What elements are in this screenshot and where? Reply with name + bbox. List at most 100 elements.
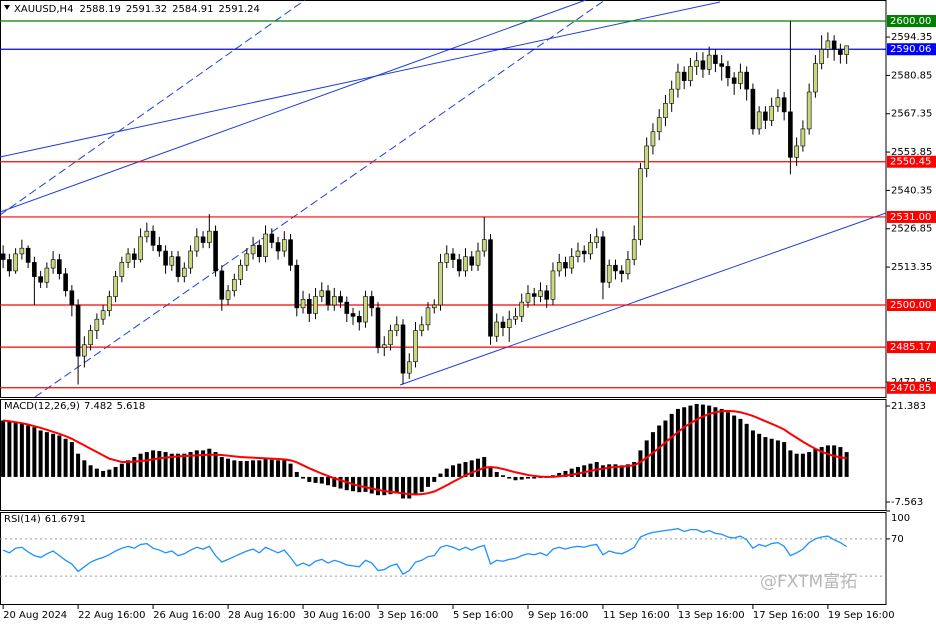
macd-bar: [126, 460, 131, 477]
candle-body: [419, 324, 425, 331]
macd-bar: [82, 460, 87, 477]
macd-bar: [251, 460, 256, 477]
trend-line: [0, 0, 587, 213]
macd-bar: [282, 460, 287, 477]
candle-body: [413, 330, 418, 363]
signal-line: [3, 409, 847, 496]
macd-bar: [719, 408, 724, 477]
macd-bar: [838, 447, 843, 477]
candle-body: [344, 301, 350, 314]
level-label-bg: [887, 298, 936, 311]
macd-bar: [19, 423, 24, 477]
macd-bar: [632, 461, 637, 477]
macd-bar: [494, 471, 499, 477]
y-tick-label: 100: [891, 513, 910, 524]
macd-bar: [338, 476, 343, 489]
macd-bar: [694, 403, 699, 477]
candle-body: [469, 256, 475, 266]
macd-bar: [438, 473, 443, 477]
trend-line: [34, 0, 606, 398]
macd-bar: [7, 420, 12, 477]
macd-bar: [163, 452, 168, 477]
macd-bar: [532, 476, 537, 479]
level-label-bg: [887, 210, 936, 223]
pane-frames: [0, 0, 887, 605]
macd-bar: [700, 404, 705, 477]
y-tick-label: 2580.85: [891, 70, 932, 81]
level-label-bg: [887, 381, 936, 394]
candle-body: [450, 253, 456, 260]
macd-bar: [376, 476, 381, 496]
y-tick-label: 70: [891, 534, 904, 545]
candle-body: [350, 313, 356, 317]
y-tick-label: 2540.35: [891, 185, 932, 196]
macd-bar: [132, 457, 137, 477]
macd-bar: [76, 453, 81, 477]
macd-bar: [763, 437, 768, 477]
macd-bar: [213, 452, 218, 477]
candle-body: [744, 71, 749, 90]
candle-body: [650, 131, 656, 147]
trend-lines: [0, 0, 887, 398]
candle-body: [831, 40, 837, 50]
level-label: 2531.00: [890, 212, 931, 223]
macd-bar: [757, 433, 762, 477]
macd-bar: [788, 450, 793, 477]
candle-body: [406, 361, 412, 374]
macd-bar: [232, 460, 237, 477]
candle-body: [207, 230, 212, 243]
macd-bar: [26, 425, 31, 477]
watermark: @FXTM富拓: [760, 572, 857, 592]
candle-body: [575, 250, 581, 258]
macd-bar: [819, 447, 824, 477]
candle-body: [269, 233, 275, 243]
macd-bar: [782, 442, 787, 477]
macd-bar: [157, 451, 162, 477]
macd-bar: [326, 476, 331, 486]
macd-value: 7.482: [84, 401, 113, 412]
macd-bar: [507, 476, 512, 479]
macd-bar: [575, 466, 580, 477]
macd-bar: [182, 453, 187, 477]
candle-body: [306, 299, 312, 314]
candle-body: [663, 103, 668, 118]
candle-body: [681, 71, 687, 81]
macd-bar: [201, 450, 206, 477]
candle-body: [713, 54, 718, 64]
candle-body: [750, 88, 756, 130]
header-value: 2588.19: [79, 4, 120, 15]
macd-bar: [638, 450, 643, 477]
macd-bar: [625, 464, 630, 477]
macd-bar: [707, 405, 712, 477]
macd-bar: [188, 452, 193, 477]
macd-bar: [432, 476, 437, 482]
candle-body: [381, 344, 387, 348]
candle-body: [232, 279, 237, 292]
macd-bar: [488, 466, 493, 477]
x-tick-label: 13 Sep 16:00: [678, 610, 745, 621]
macd-bar: [269, 459, 274, 477]
candle-body: [538, 290, 543, 297]
candle-body: [200, 236, 206, 243]
y-tick-label: 2553.85: [891, 147, 932, 158]
macd-bar: [313, 476, 318, 483]
x-tick-label: 20 Aug 2024: [3, 610, 67, 621]
macd-bar: [657, 425, 662, 477]
level-label: 2485.17: [890, 342, 931, 353]
x-tick-label: 11 Sep 16:00: [603, 610, 670, 621]
macd-bar: [388, 476, 393, 495]
x-tick-label: 5 Sep 16:00: [453, 610, 513, 621]
candle-body: [844, 45, 849, 55]
candle-body: [63, 273, 68, 292]
macd-bar: [675, 408, 680, 477]
candle-body: [94, 318, 100, 331]
level-label-bg: [887, 155, 936, 168]
candle-body: [619, 270, 624, 275]
rsi-header: RSI(14) 61.6791: [4, 514, 86, 525]
candle-body: [656, 117, 662, 133]
candle-body: [594, 236, 600, 243]
candle-body: [281, 239, 287, 252]
macd-pane: [0, 399, 887, 511]
candle-body: [738, 71, 743, 84]
